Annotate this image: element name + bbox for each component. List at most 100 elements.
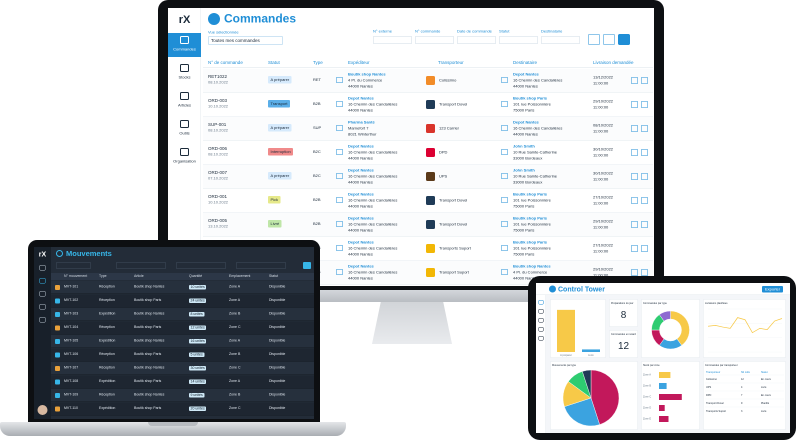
chart-text: 3 <box>741 410 743 413</box>
row-action[interactable] <box>641 149 648 156</box>
chart-text: Livraisons planifiées <box>705 302 728 305</box>
cell-text: Disponible <box>269 285 286 289</box>
row-action[interactable] <box>641 245 648 252</box>
cell-text: Disponible <box>269 298 286 303</box>
row-action[interactable] <box>631 245 638 252</box>
column-header: Quantité <box>189 274 203 279</box>
column-header: Transporteur <box>438 60 464 65</box>
recipient-line: Boutik shop Paris <box>513 192 548 197</box>
column-header: N° de commande <box>208 60 243 65</box>
movement-row[interactable] <box>51 375 314 389</box>
menu-label: Articles <box>177 103 192 108</box>
sender-line: 16 Chemin des Candalières <box>348 150 398 155</box>
movement-row[interactable] <box>51 348 314 362</box>
row-action[interactable] <box>641 77 648 84</box>
recipient-line: 75000 Paris <box>513 204 535 209</box>
delivery-line: 13/12/2022 <box>593 75 614 80</box>
menu-icon <box>538 327 544 332</box>
cell-text: MVT-107 <box>64 366 79 370</box>
sender-line: 16 Chemin des Candalières <box>348 246 398 251</box>
row-action[interactable] <box>631 77 638 84</box>
search-input <box>541 36 580 44</box>
row-action[interactable] <box>641 173 648 180</box>
row-action[interactable] <box>631 221 638 228</box>
row-action[interactable] <box>631 269 638 276</box>
carrier-name: Transports Suport <box>439 246 471 251</box>
cell-text: Zone B <box>229 312 241 316</box>
chart-text: Commandes par type <box>643 302 668 305</box>
recipient-icon <box>501 125 508 131</box>
status-badge: Transport <box>268 100 290 108</box>
row-action[interactable] <box>631 125 638 132</box>
chart-text: Transporteur <box>706 371 720 374</box>
menu-icon <box>180 148 189 156</box>
recipient-line: 101 rue Poissonnière <box>513 222 551 227</box>
table-header <box>51 273 314 280</box>
movement-row[interactable] <box>51 308 314 321</box>
carrier-name: Transport Dovel <box>439 102 468 107</box>
sender-line: 16 Chemin des Candalières <box>348 198 398 203</box>
row-action[interactable] <box>641 125 648 132</box>
cell-text: Zone A <box>229 339 241 343</box>
panel <box>609 299 638 327</box>
row-action[interactable] <box>631 101 638 108</box>
movement-row[interactable] <box>51 335 314 348</box>
row-action[interactable] <box>641 101 648 108</box>
sender-icon <box>336 197 343 203</box>
order-id: ORD-005 <box>208 218 228 223</box>
recipient-line: 101 rue Poissonnière <box>513 102 551 107</box>
page-title: Commandes <box>224 12 297 26</box>
avatar <box>37 405 48 415</box>
sender-line: Depot Nantes <box>348 96 374 101</box>
row-action[interactable] <box>641 221 648 228</box>
tablet-screen: Control Tower Exporter A préparer Livré Prép… <box>536 283 790 433</box>
bar <box>557 309 575 352</box>
chart-text: A préparer <box>560 354 572 357</box>
cell-text: Boutik shop Nantes <box>134 393 165 397</box>
recipient-line: 101 rue Poissonnière <box>513 246 551 251</box>
cell-text: MVT-104 <box>64 325 79 330</box>
row-action[interactable] <box>641 269 648 276</box>
cell-text: Réception <box>99 285 115 289</box>
search-button[interactable] <box>303 262 311 269</box>
quantity-badge: 14 unités <box>189 379 207 384</box>
sender-line: 44000 Nantes <box>348 156 373 161</box>
chart-text: Transports Suport <box>706 410 726 413</box>
movement-row[interactable] <box>51 362 314 375</box>
filter-input <box>176 262 226 269</box>
row-action[interactable] <box>631 149 638 156</box>
title-icon <box>549 285 556 293</box>
chart-text: Statut <box>761 371 768 374</box>
movement-row[interactable] <box>51 294 314 308</box>
chart-text: DPD <box>706 394 711 397</box>
title-icon <box>208 13 220 25</box>
cell-text: Disponible <box>269 379 286 384</box>
row-action[interactable] <box>631 197 638 204</box>
row-action[interactable] <box>641 197 648 204</box>
cell-text: Expédition <box>99 312 116 316</box>
export-button[interactable]: Exporter <box>762 286 784 293</box>
recipient-line: 33000 Bordeaux <box>513 156 543 161</box>
menu-icon <box>538 318 544 323</box>
column-header: Statut <box>269 274 279 279</box>
order-id: SUP-001 <box>208 122 227 127</box>
column-header: Destinataire <box>513 60 538 65</box>
search-input <box>457 36 496 44</box>
delivery-line: 11:00:00 <box>593 249 609 254</box>
movement-row[interactable] <box>51 389 314 402</box>
movement-row[interactable] <box>51 321 314 335</box>
sender-line: Depot Nantes <box>348 216 374 221</box>
order-type: RET <box>313 77 321 83</box>
movement-row[interactable] <box>51 281 314 294</box>
column-header: Emplacement <box>229 274 251 279</box>
cell-text: Disponible <box>269 339 286 343</box>
carrier-logo <box>426 124 435 133</box>
topbar <box>536 283 790 295</box>
movement-row[interactable] <box>51 402 314 416</box>
sender-icon <box>336 125 343 131</box>
toolbar-button[interactable] <box>618 34 630 45</box>
menu-label: Commandes <box>173 47 196 52</box>
recipient-line: Boutik shop Nantes <box>513 264 551 269</box>
menu-icon <box>538 300 544 305</box>
row-action[interactable] <box>631 173 638 180</box>
